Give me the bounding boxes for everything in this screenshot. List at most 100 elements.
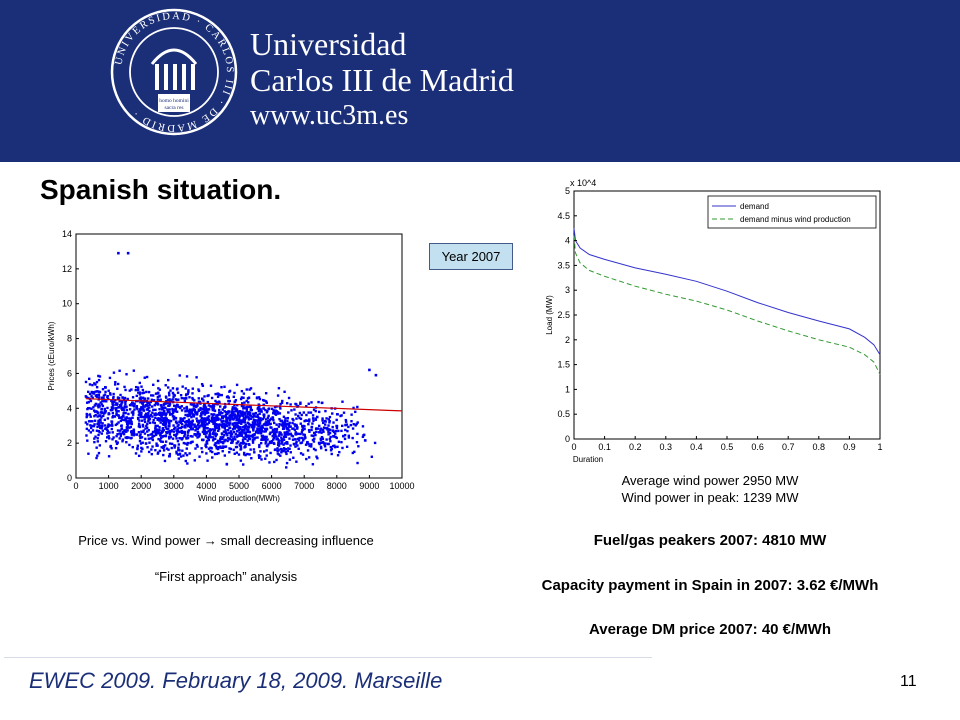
scatter-point: [292, 442, 296, 446]
scatter-point: [241, 440, 245, 444]
scatter-point: [328, 431, 332, 435]
scatter-point: [140, 411, 143, 414]
scatter-point: [199, 419, 203, 422]
scatter-point: [262, 416, 266, 419]
scatter-point: [180, 425, 184, 429]
scatter-point: [251, 433, 255, 437]
scatter-point: [138, 439, 142, 443]
scatter-point: [299, 417, 303, 421]
scatter-point: [173, 444, 176, 447]
scatter-point: [294, 442, 298, 445]
scatter-point: [240, 434, 244, 437]
x-tick-label: 0: [73, 481, 78, 491]
scatter-point: [219, 418, 222, 421]
scatter-point: [133, 408, 136, 411]
scatter-point: [130, 433, 134, 436]
scatter-point: [147, 402, 150, 405]
scatter-point: [263, 437, 266, 440]
scatter-point: [324, 448, 328, 452]
scatter-point: [106, 432, 109, 435]
scatter-point: [272, 411, 276, 414]
scatter-point: [128, 403, 132, 407]
scatter-point: [261, 417, 265, 421]
scatter-point: [164, 384, 167, 387]
scatter-point: [282, 415, 286, 418]
scatter-point: [185, 436, 188, 439]
scatter-point: [130, 411, 134, 414]
scatter-point: [175, 404, 179, 407]
scatter-point: [200, 416, 203, 420]
scatter-point: [120, 402, 123, 406]
scatter-point: [265, 428, 269, 431]
scatter-point: [160, 440, 163, 443]
scatter-point: [110, 408, 114, 411]
scatter-point: [190, 409, 193, 413]
fact-peakers: Fuel/gas peakers 2007: 4810 MW: [593, 532, 827, 549]
x-tick-label: 0.9: [843, 442, 856, 452]
scatter-point: [121, 401, 124, 404]
scatter-point: [219, 411, 222, 414]
scatter-point: [154, 408, 157, 412]
scatter-point: [320, 435, 324, 439]
scatter-point: [312, 447, 316, 451]
scatter-point: [332, 421, 335, 424]
scatter-point: [188, 423, 192, 426]
scatter-point: [215, 433, 219, 436]
scatter-point: [206, 418, 209, 422]
scatter-point: [291, 427, 294, 430]
scatter-point: [193, 413, 196, 416]
scatter-point: [254, 411, 258, 415]
scatter-point: [200, 424, 203, 427]
scatter-point: [216, 423, 220, 427]
scatter-point: [140, 413, 143, 417]
scatter-point: [308, 418, 311, 421]
scatter-point: [301, 453, 305, 456]
scatter-point: [244, 415, 248, 418]
scatter-point: [235, 383, 239, 387]
scatter-point: [304, 443, 308, 446]
scatter-point: [257, 407, 261, 411]
scatter-point: [224, 413, 228, 417]
scatter-point: [110, 427, 114, 431]
scatter-point: [350, 420, 353, 423]
scatter-point: [141, 430, 144, 434]
scatter-point: [259, 441, 263, 445]
scatter-point: [336, 445, 339, 448]
x-tick-label: 0.6: [751, 442, 764, 452]
scatter-point: [158, 419, 161, 422]
scatter-point: [267, 407, 271, 410]
scatter-point: [184, 442, 187, 445]
scatter-point: [247, 396, 251, 399]
scatter-point: [131, 404, 134, 407]
scatter-point: [211, 439, 215, 442]
y-axis-label: Load (MW): [545, 295, 554, 335]
scatter-point: [221, 441, 225, 445]
scatter-point: [361, 425, 365, 428]
scatter-point: [140, 436, 144, 439]
scatter-point: [206, 400, 209, 404]
scatter-point: [174, 420, 178, 423]
scatter-point: [211, 456, 214, 459]
scatter-point: [179, 417, 182, 420]
scatter-point: [332, 434, 335, 438]
scatter-point: [261, 434, 265, 438]
scatter-point: [91, 424, 94, 428]
scatter-point: [180, 422, 184, 426]
scatter-point: [100, 426, 104, 429]
scatter-point: [251, 425, 254, 428]
scatter-point: [260, 458, 263, 461]
scatter-point: [124, 400, 127, 404]
scatter-point: [137, 431, 141, 434]
scatter-point: [116, 433, 119, 436]
scatter-point: [259, 455, 262, 458]
scatter-point: [148, 409, 151, 413]
scatter-point: [299, 452, 303, 455]
scatter-point: [158, 407, 161, 411]
scatter-point: [208, 432, 212, 435]
scatter-point: [205, 452, 208, 455]
scatter-point: [214, 445, 218, 448]
scatter-caption: Price vs. Wind power → small decreasing …: [78, 533, 374, 548]
scatter-point: [224, 424, 227, 427]
scatter-point: [145, 390, 148, 394]
scatter-point: [172, 395, 175, 399]
